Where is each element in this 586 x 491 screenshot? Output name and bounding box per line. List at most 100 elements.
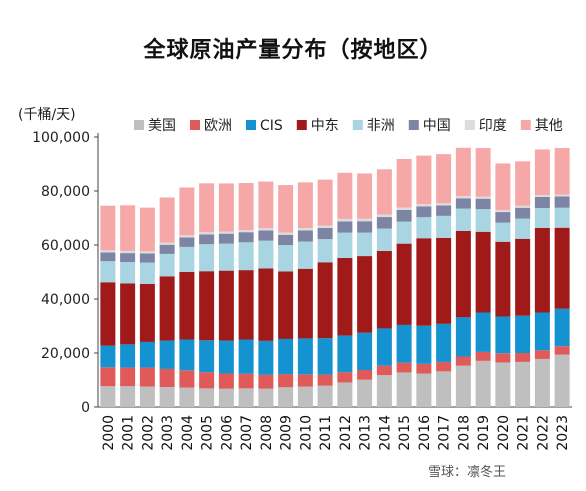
- bar-segment: [357, 221, 373, 233]
- bar-segment: [396, 159, 412, 208]
- x-tick-label: 2012: [338, 415, 354, 451]
- bar-segment: [159, 197, 175, 243]
- x-tick-label: 2006: [219, 415, 235, 451]
- bar-segment: [495, 353, 511, 363]
- bar-segment: [416, 206, 432, 218]
- bar-segment: [436, 205, 452, 216]
- bar-segment: [455, 317, 471, 357]
- bar-segment: [199, 340, 215, 373]
- bar-segment: [455, 147, 471, 197]
- bar-segment: [416, 217, 432, 239]
- bar-segment: [199, 388, 215, 407]
- bar-segment: [396, 324, 412, 363]
- bar-segment: [278, 234, 294, 245]
- x-tick-label: 2022: [535, 415, 551, 451]
- bar-segment: [416, 238, 432, 326]
- bar-segment: [515, 161, 531, 206]
- bar-segment: [534, 196, 550, 209]
- bar-segment: [376, 228, 392, 251]
- legend-label: 中国: [423, 118, 451, 134]
- bar-segment: [297, 268, 313, 339]
- bar-segment: [475, 312, 491, 352]
- bar-segment: [357, 332, 373, 371]
- bar-segment: [396, 221, 412, 244]
- y-axis-unit-label: (千桶/天): [18, 107, 76, 123]
- bar-segment: [278, 271, 294, 339]
- legend-label: 非洲: [367, 118, 395, 134]
- bar-segment: [416, 373, 432, 407]
- bar-segment: [317, 239, 333, 263]
- bar-segment: [297, 374, 313, 387]
- bar-segment: [139, 341, 155, 368]
- bar-segment: [475, 231, 491, 313]
- bar-segment: [179, 237, 195, 247]
- bar-segment: [495, 212, 511, 223]
- bar-segment: [396, 362, 412, 373]
- bar-segment: [238, 388, 254, 407]
- bar-segment: [297, 182, 313, 228]
- bar-segment: [100, 252, 116, 262]
- bar-segment: [554, 196, 570, 208]
- legend-label: 印度: [479, 118, 507, 134]
- bar-segment: [317, 262, 333, 339]
- bar-segment: [534, 312, 550, 351]
- bar-segment: [258, 374, 274, 389]
- bar-segment: [495, 241, 511, 317]
- legend-label: 欧洲: [204, 118, 232, 134]
- bar-segment: [554, 194, 570, 197]
- bar-segment: [376, 365, 392, 376]
- bar-segment: [337, 382, 353, 407]
- bar-segment: [357, 256, 373, 333]
- bar-segment: [436, 215, 452, 238]
- bar-segment: [258, 240, 274, 269]
- bar-segment: [120, 250, 136, 254]
- x-tick-label: 2020: [496, 415, 512, 451]
- bar-segment: [218, 270, 234, 341]
- bar-segment: [179, 187, 195, 236]
- bar-segment: [199, 234, 215, 245]
- bar-segment: [534, 350, 550, 359]
- bar-segment: [436, 371, 452, 407]
- bar-segment: [100, 282, 116, 346]
- bar-segment: [218, 243, 234, 271]
- y-tick-label: 60,000: [41, 238, 90, 254]
- bar-segment: [238, 339, 254, 374]
- bar-segment: [376, 214, 392, 218]
- bar-segment: [396, 243, 412, 325]
- bar-segment: [337, 172, 353, 219]
- bar-segment: [357, 218, 373, 222]
- bar-segment: [317, 227, 333, 240]
- bar-segment: [159, 253, 175, 277]
- x-tick-label: 2021: [516, 415, 532, 451]
- bar-segment: [179, 246, 195, 272]
- bar-segment: [554, 354, 570, 407]
- bar-segment: [436, 323, 452, 362]
- legend-swatch: [296, 120, 307, 130]
- bar-segment: [416, 155, 432, 205]
- y-tick-label: 100,000: [32, 130, 90, 146]
- x-tick-label: 2004: [180, 415, 196, 451]
- bar-segment: [534, 195, 550, 197]
- x-tick-label: 2013: [358, 415, 374, 451]
- bar-segment: [357, 379, 373, 407]
- bar-segment: [297, 338, 313, 375]
- bar-segment: [317, 179, 333, 226]
- bar-segment: [297, 241, 313, 269]
- bar-segment: [436, 203, 452, 206]
- bar-segment: [534, 149, 550, 196]
- bar-segment: [475, 198, 491, 210]
- bar-segment: [515, 361, 531, 407]
- bar-segment: [120, 205, 136, 251]
- x-tick-label: 2001: [121, 415, 137, 451]
- bar-segment: [317, 225, 333, 228]
- bar-segment: [159, 242, 175, 245]
- bar-segment: [515, 353, 531, 362]
- bar-segment: [278, 338, 294, 375]
- bar-segment: [159, 244, 175, 254]
- x-tick-label: 2008: [259, 415, 275, 451]
- bar-segment: [278, 374, 294, 388]
- bar-segment: [100, 250, 116, 253]
- x-tick-label: 2015: [397, 415, 413, 451]
- x-tick-label: 2005: [200, 415, 216, 451]
- bar-segment: [179, 235, 195, 238]
